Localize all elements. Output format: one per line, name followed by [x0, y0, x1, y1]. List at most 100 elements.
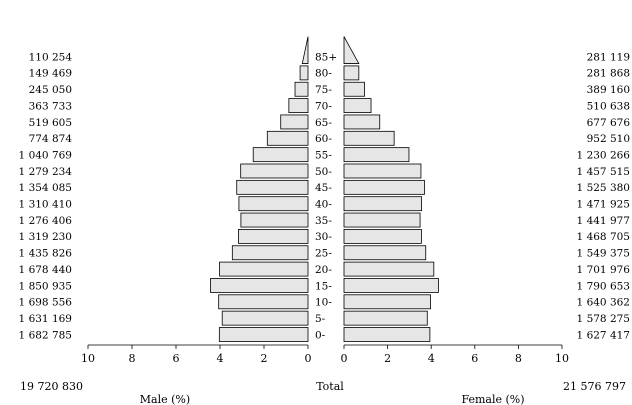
male-count-labels: 1 682 785 1 631 169 1 698 556 1 850 935 1 67… [19, 51, 73, 341]
male-count-label: 1 310 410 [19, 199, 72, 211]
male-tick-label: 4 [217, 352, 224, 365]
age-group-label: 65- [315, 117, 332, 129]
female-bar [343, 261, 435, 277]
male-tick-label: 6 [173, 352, 180, 365]
male-count-label: 1 319 230 [19, 231, 72, 243]
male-bar [280, 114, 309, 130]
male-axis-label: Male (%) [140, 393, 190, 405]
female-bar [343, 114, 381, 130]
male-bars [210, 36, 309, 342]
female-count-label: 281 119 [587, 51, 630, 63]
male-bar [236, 179, 309, 195]
female-axis-label: Female (%) [461, 393, 524, 405]
female-bar [343, 278, 439, 293]
female-bar [343, 65, 360, 81]
female-tick-label: 10 [555, 352, 569, 365]
female-bars [343, 36, 439, 342]
female-count-label: 952 510 [587, 133, 630, 145]
female-bar [343, 130, 395, 146]
male-x-ticks: 10 8 6 4 2 0 [81, 345, 312, 365]
female-count-labels: 1 627 417 1 578 275 1 640 362 1 790 653 1 70… [577, 51, 631, 341]
age-group-label: 25- [315, 248, 332, 260]
male-count-label: 1 682 785 [19, 329, 72, 341]
female-count-label: 1 457 515 [577, 166, 630, 178]
male-tick-label: 8 [129, 352, 136, 365]
female-count-label: 389 160 [587, 84, 630, 96]
female-count-label: 1 549 375 [577, 248, 630, 260]
male-bar [238, 228, 309, 244]
female-count-label: 1 701 976 [577, 264, 631, 276]
male-count-label: 1 279 234 [19, 166, 73, 178]
male-count-label: 1 631 169 [19, 313, 72, 325]
male-bar [210, 278, 309, 293]
male-count-label: 363 733 [29, 100, 72, 112]
male-bar [294, 81, 309, 97]
total-label: Total [316, 380, 344, 393]
female-bar [343, 179, 425, 195]
female-bar [343, 294, 431, 310]
male-total: 19 720 830 [20, 380, 83, 393]
male-count-label: 1 850 935 [19, 280, 72, 292]
male-bar [219, 261, 309, 277]
male-bar [240, 163, 309, 179]
female-count-label: 677 676 [587, 117, 631, 129]
age-group-label: 85+ [315, 51, 337, 63]
male-bar [231, 245, 309, 261]
female-bar [343, 228, 422, 244]
female-bar [343, 327, 431, 342]
age-group-label: 10- [315, 297, 332, 309]
female-count-label: 1 441 977 [577, 215, 630, 227]
male-count-label: 149 469 [29, 68, 72, 80]
age-group-label: 20- [315, 264, 332, 276]
female-count-label: 1 468 705 [577, 231, 630, 243]
age-group-label: 35- [315, 215, 332, 227]
male-tick-label: 0 [305, 352, 312, 365]
age-group-label: 5- [315, 313, 326, 325]
age-group-label: 45- [315, 182, 332, 194]
male-bar [266, 130, 309, 146]
female-bar [343, 81, 365, 97]
age-group-label: 55- [315, 149, 332, 161]
male-count-label: 1 354 085 [19, 182, 72, 194]
age-group-labels: 0- 5- 10- 15- 20- 25- 30- 35- 40- 45- 50- 55- 60- 65-… [315, 51, 337, 341]
female-count-label: 1 525 380 [577, 182, 630, 194]
male-bar [218, 294, 309, 310]
female-tick-label: 4 [428, 352, 435, 365]
female-count-label: 1 790 653 [577, 280, 630, 292]
male-bar [288, 98, 309, 113]
female-count-label: 1 627 417 [577, 329, 630, 341]
male-bar [238, 196, 309, 212]
male-bar [299, 65, 309, 81]
female-count-label: 1 230 266 [577, 149, 631, 161]
female-count-label: 281 868 [587, 68, 630, 80]
male-count-label: 110 254 [29, 51, 73, 63]
male-count-label: 774 874 [29, 133, 73, 145]
female-count-label: 1 578 275 [577, 313, 630, 325]
male-count-label: 1 435 826 [19, 248, 73, 260]
female-total: 21 576 797 [563, 380, 626, 393]
age-group-label: 40- [315, 199, 332, 211]
age-group-label: 80- [315, 68, 332, 80]
male-count-label: 1 040 769 [19, 149, 72, 161]
female-bar [343, 36, 360, 64]
female-count-label: 1 640 362 [577, 297, 630, 309]
age-group-label: 60- [315, 133, 332, 145]
male-bar [252, 147, 309, 163]
male-bar [221, 310, 309, 326]
male-bar [301, 36, 309, 64]
male-tick-label: 2 [261, 352, 268, 365]
age-group-label: 50- [315, 166, 332, 178]
female-bar [343, 212, 421, 228]
male-tick-label: 10 [81, 352, 95, 365]
male-count-label: 1 678 440 [19, 264, 72, 276]
female-bar [343, 163, 422, 179]
age-group-label: 70- [315, 100, 332, 112]
male-bar [218, 327, 309, 342]
male-count-label: 1 276 406 [19, 215, 73, 227]
female-x-ticks: 10 8 6 4 2 0 [341, 345, 569, 365]
female-bar [343, 196, 423, 212]
female-tick-label: 0 [341, 352, 348, 365]
age-group-label: 30- [315, 231, 332, 243]
age-group-label: 75- [315, 84, 332, 96]
